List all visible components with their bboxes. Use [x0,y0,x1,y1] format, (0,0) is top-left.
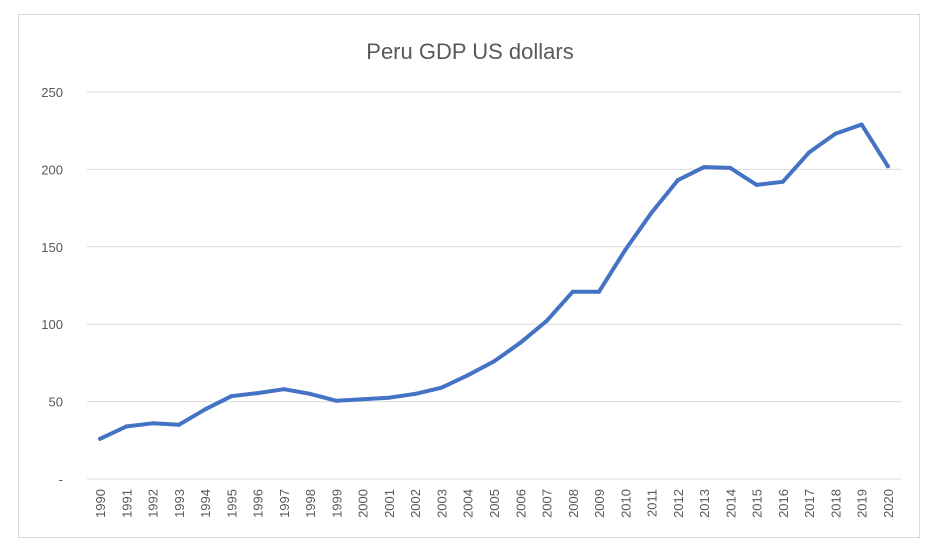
data-point [807,150,812,155]
x-tick-label: 2009 [592,489,607,518]
data-point [465,373,470,378]
y-tick-label: 100 [41,317,63,332]
data-point [386,395,391,400]
x-tick-label: 1999 [329,489,344,518]
data-point [675,178,680,183]
x-tick-label: 2006 [513,489,528,518]
gridlines [87,91,901,480]
y-tick-label: 200 [41,162,63,177]
data-point [623,247,628,252]
line-chart: Peru GDP US dollars - 50 100 150 200 250 1990… [41,39,901,518]
x-tick-label: 2014 [723,489,738,518]
x-tick-label: 2000 [356,489,371,518]
data-point [229,394,234,399]
x-tick-label: 1998 [303,489,318,518]
data-point [255,391,260,396]
data-point [150,421,155,426]
data-point [413,391,418,396]
x-tick-label: 1994 [198,489,213,518]
data-point [833,131,838,136]
x-tick-label: 1992 [146,489,161,518]
x-tick-label: 2013 [697,489,712,518]
x-tick-label: 2015 [750,489,765,518]
data-point [518,340,523,345]
x-tick-label: 2011 [645,489,660,517]
x-tick-label: 2003 [434,489,449,518]
data-point [702,165,707,170]
x-tick-label: 1990 [93,489,108,518]
x-tick-label: 2012 [671,489,686,518]
data-point [439,385,444,390]
data-point [281,387,286,392]
data-point [308,391,313,396]
y-tick-label: - [59,472,63,487]
x-tick-label: 1993 [172,489,187,518]
y-tick-label: 250 [41,85,63,100]
x-tick-label: 2010 [618,489,633,518]
data-point [124,424,129,429]
x-tick-label: 2001 [382,489,397,518]
x-tick-label: 2017 [802,489,817,518]
data-point [649,210,654,215]
x-tick-label: 2016 [776,489,791,518]
data-point [728,165,733,170]
data-point [780,179,785,184]
x-tick-label: 1995 [224,489,239,518]
data-point [859,122,864,127]
x-tick-label: 2007 [540,489,555,518]
x-tick-label: 2019 [855,489,870,518]
series-layer [98,122,890,441]
data-point [597,289,602,294]
y-axis-ticks: - 50 100 150 200 250 [41,85,63,487]
data-point [754,182,759,187]
data-point [885,164,890,169]
series-line [98,122,890,441]
x-tick-label: 2005 [487,489,502,518]
data-point [176,422,181,427]
x-tick-label: 2018 [828,489,843,518]
y-tick-label: 150 [41,240,63,255]
data-point [544,319,549,324]
x-tick-label: 1996 [251,489,266,518]
x-tick-label: 2002 [408,489,423,518]
x-tick-label: 2004 [461,489,476,518]
y-tick-label: 50 [49,395,63,410]
x-tick-label: 1997 [277,489,292,518]
data-point [492,359,496,364]
data-point [203,407,208,412]
chart-frame: Peru GDP US dollars - 50 100 150 200 250 1990… [18,14,920,538]
x-tick-label: 1991 [119,489,134,518]
data-point [570,289,575,294]
chart-title: Peru GDP US dollars [366,39,573,64]
data-point [360,397,365,402]
x-tick-label: 2020 [881,489,896,518]
data-point [334,398,339,403]
x-tick-label: 2008 [566,489,581,518]
x-axis-ticks: 1990 1991 1992 1993 1994 1995 1996 1997 1998 1999… [93,489,896,518]
data-point [98,436,103,441]
